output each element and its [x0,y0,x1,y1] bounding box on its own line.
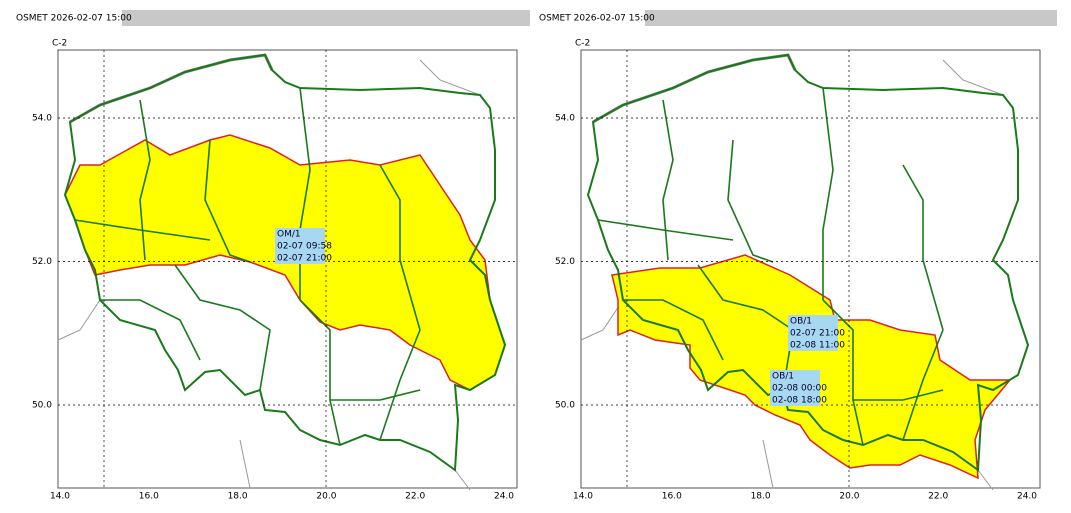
warning-start: 02-07 21:00 [790,329,845,339]
region-border [597,219,734,241]
warning-start: 02-08 00:00 [772,384,827,394]
warning-label-box [275,228,325,264]
region-border [853,389,944,401]
x-tick-label: 20.0 [316,492,336,502]
x-tick-label: 22.0 [928,492,948,502]
x-tick-label: 16.0 [139,492,159,502]
region-border [379,329,421,441]
region-border [174,264,271,391]
region-border [727,139,774,263]
region-border [902,164,944,331]
x-tick-label: 14.0 [573,492,593,502]
corner-label: C-2 [575,39,590,49]
map-frame [580,49,1041,489]
header-bar [122,10,530,26]
region-border [299,299,341,446]
warning-code: OM/1 [277,230,301,240]
neighbor-border [57,59,481,491]
y-tick-label: 54.0 [32,114,52,124]
header-bar [645,10,1057,26]
x-tick-label: 20.0 [839,492,859,502]
header-title: OSMET 2026-02-07 15:00 [539,14,655,24]
neighbor-border [580,59,1004,491]
y-tick-label: 52.0 [555,257,575,267]
warning-end: 02-08 18:00 [772,396,827,406]
warning-code: OB/1 [772,372,794,382]
region-border [100,299,201,361]
warning-end: 02-07 21:00 [277,254,332,264]
map-panel: OSMET 2026-02-07 15:00 C-2 54.0 52.0 50.0 14.… [539,10,1057,502]
x-tick-label: 18.0 [751,492,771,502]
region-border [822,87,834,300]
warning-area [611,254,1012,480]
header-title: OSMET 2026-02-07 15:00 [16,14,132,24]
map-frame [57,49,518,489]
y-tick-label: 50.0 [555,401,575,411]
region-border [204,139,251,263]
warning-label-box [788,315,838,351]
x-tick-label: 18.0 [228,492,248,502]
y-tick-label: 50.0 [32,401,52,411]
corner-label: C-2 [52,39,67,49]
x-tick-label: 16.0 [662,492,682,502]
region-border [623,299,724,361]
x-tick-label: 14.0 [50,492,70,502]
y-tick-label: 52.0 [32,257,52,267]
region-border [330,389,421,401]
warning-code: OB/1 [790,317,812,327]
region-border [902,329,944,441]
y-tick-label: 54.0 [555,114,575,124]
warning-label-box [770,370,820,406]
map-panel: OSMET 2026-02-07 15:00 C-2 54.0 52.0 50.0 14.… [16,10,530,502]
region-border [74,219,211,241]
x-tick-label: 24.0 [494,492,514,502]
region-border [299,87,311,300]
country-border [63,53,507,472]
warning-start: 02-07 09:58 [277,242,332,252]
region-border [379,164,421,331]
x-tick-label: 24.0 [1017,492,1037,502]
x-tick-label: 22.0 [405,492,425,502]
country-border [586,53,1030,472]
warning-end: 02-08 11:00 [790,341,845,351]
